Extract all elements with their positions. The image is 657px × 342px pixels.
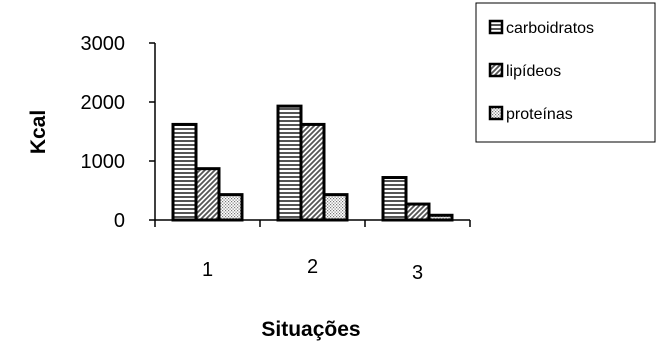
legend-swatch-lipídeos [488, 62, 504, 78]
legend: carboidratos lipídeos proteínas [475, 2, 656, 143]
plot-area [154, 43, 470, 222]
legend-swatch-proteínas [488, 105, 504, 121]
legend-label-lipídeos: lipídeos [506, 63, 561, 80]
legend-label-carboidratos: carboidratos [506, 20, 594, 37]
bar-carboidratos-2 [276, 104, 303, 222]
x-tick-label: 1 [202, 259, 213, 281]
y-axis-label: Kcal [27, 110, 50, 154]
bar-proteínas-1 [217, 193, 244, 222]
y-tick-label: 1000 [81, 151, 126, 173]
y-tick-label: 0 [114, 210, 125, 232]
x-ticks: 1 2 3 [154, 220, 471, 284]
legend-swatch-carboidratos [488, 19, 504, 35]
y-tick-label: 2000 [81, 92, 126, 114]
bar-carboidratos-3 [381, 176, 408, 222]
x-axis-label: Situações [261, 318, 360, 341]
y-ticks: 0 1000 2000 3000 [81, 33, 155, 232]
legend-box [475, 2, 656, 143]
x-tick-label: 2 [307, 256, 318, 278]
legend-label-proteínas: proteínas [506, 106, 573, 123]
bar-lipídeos-3 [404, 202, 431, 222]
bar-lipídeos-2 [299, 122, 326, 222]
x-tick-label: 3 [412, 262, 423, 284]
y-tick-label: 3000 [81, 33, 126, 55]
bar-proteínas-2 [322, 193, 349, 222]
bar-carboidratos-1 [171, 122, 198, 222]
bar-lipídeos-1 [194, 167, 221, 222]
